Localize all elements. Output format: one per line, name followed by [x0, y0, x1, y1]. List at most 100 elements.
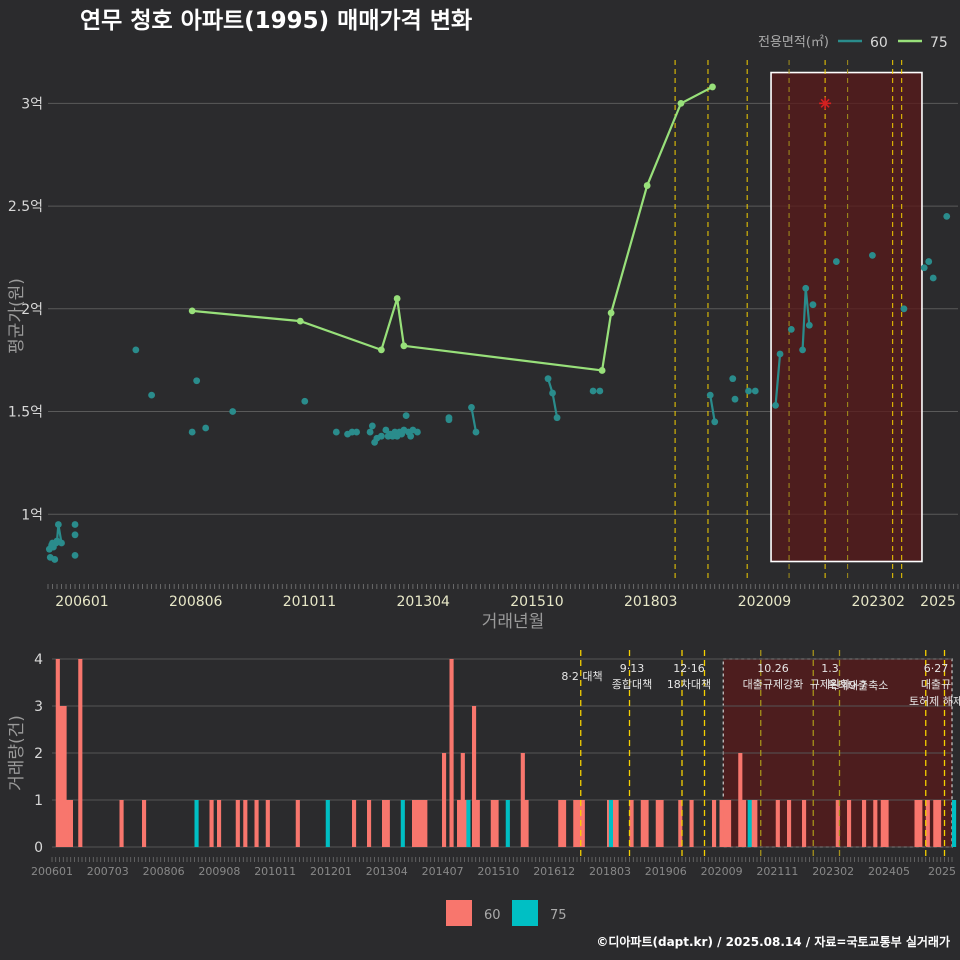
- policy-annotation: 토허제 해제: [909, 694, 960, 708]
- bar-60: [254, 800, 259, 847]
- x-tick-label: 201612: [533, 865, 575, 878]
- legend-title: 전용면적(㎡): [758, 35, 829, 50]
- series-60-point: [943, 212, 951, 220]
- policy-annotation: 8·2 대책: [561, 670, 602, 683]
- bar-75: [194, 800, 199, 847]
- x-tick-label: 201201: [310, 865, 352, 878]
- series-60-point: [414, 428, 421, 436]
- x-tick-label: 201407: [422, 865, 464, 878]
- y-axis-label: 평균가(원): [7, 278, 27, 354]
- top-legend: 전용면적(㎡) 60 75: [758, 35, 948, 51]
- series-60-point: [445, 416, 453, 424]
- y-tick-label: 1: [34, 793, 43, 809]
- bar-60: [802, 800, 807, 847]
- bar-60: [419, 800, 424, 847]
- series-75-point: [188, 307, 196, 315]
- legend-label-60: 60: [870, 35, 888, 51]
- series-60-point: [71, 551, 79, 559]
- bar-60: [914, 800, 919, 847]
- series-75-point: [607, 309, 615, 317]
- bottom-legend-swatch-75: [512, 900, 538, 926]
- bar-60: [78, 659, 83, 847]
- bar-60: [415, 800, 420, 847]
- policy-annotation: 특례대출축소: [828, 679, 889, 692]
- x-tick-label: 201510: [510, 594, 563, 610]
- bar-60: [460, 753, 465, 847]
- series-60-point: [58, 539, 65, 547]
- series-60-point: [193, 377, 201, 385]
- series-60-point: [731, 395, 739, 403]
- series-60-point: [332, 428, 340, 436]
- bar-75: [952, 800, 957, 847]
- bar-60: [382, 800, 387, 847]
- bar-60: [727, 800, 732, 847]
- bar-60: [494, 800, 499, 847]
- bar-60: [655, 800, 660, 847]
- y-tick-label: 3: [34, 699, 43, 715]
- x-tick-label: 201803: [589, 865, 631, 878]
- bar-60: [614, 800, 619, 847]
- policy-annotation: 1.3: [821, 662, 839, 675]
- bar-60: [472, 706, 477, 847]
- red-star-marker: [819, 97, 832, 110]
- bar-75: [608, 800, 613, 847]
- series-60-point: [787, 325, 795, 333]
- bar-60: [475, 800, 480, 847]
- series-75-point: [598, 367, 606, 374]
- x-tick-label: 200703: [87, 865, 129, 878]
- x-tick-label: 202302: [852, 594, 905, 610]
- bar-60: [562, 800, 567, 847]
- bar-60: [442, 753, 447, 847]
- policy-annotation: 12·16: [673, 662, 705, 675]
- x-tick-label: 2025: [928, 865, 956, 878]
- y-tick-label: 2: [34, 746, 43, 762]
- series-60-point: [832, 258, 840, 265]
- series-75-point: [296, 317, 304, 325]
- series-60-point: [596, 387, 604, 395]
- x-tick-label: 2025: [920, 594, 956, 610]
- series-60-point: [71, 521, 79, 528]
- bar-60: [295, 800, 300, 847]
- bar-60: [873, 800, 878, 847]
- series-60-point: [188, 428, 196, 436]
- bar-60: [723, 800, 728, 847]
- x-tick-label: 200806: [169, 594, 223, 610]
- bar-60: [385, 800, 390, 847]
- series-60-point: [377, 432, 385, 440]
- bottom-legend-label-60: 60: [484, 908, 501, 923]
- bar-60: [209, 800, 214, 847]
- series-60-line: [774, 353, 782, 406]
- bar-60: [62, 706, 67, 847]
- series-60-point: [54, 521, 62, 528]
- x-tick-label: 202009: [738, 594, 791, 610]
- bar-60: [142, 800, 147, 847]
- bar-60: [520, 753, 525, 847]
- bar-60: [918, 800, 923, 847]
- series-60-point: [920, 264, 928, 272]
- bar-60: [265, 800, 270, 847]
- series-60-point: [549, 389, 556, 397]
- policy-annotation: 규제완화: [810, 678, 850, 691]
- bar-60: [65, 800, 70, 847]
- series-60-point: [51, 556, 59, 563]
- series-60-point: [402, 412, 410, 420]
- bar-60: [712, 800, 717, 847]
- bar-60: [457, 800, 462, 847]
- bar-75: [400, 800, 405, 847]
- series-60-point: [809, 301, 817, 309]
- bar-60: [738, 753, 743, 847]
- series-60-point: [382, 426, 390, 434]
- bar-75: [325, 800, 330, 847]
- bottom-legend-label-75: 75: [550, 908, 567, 923]
- x-tick-label: 200806: [143, 865, 185, 878]
- series-60-point: [544, 375, 552, 383]
- series-60-point: [472, 428, 480, 436]
- x-tick-label: 202009: [701, 865, 743, 878]
- bar-60: [640, 800, 645, 847]
- x-tick-label: 201304: [366, 865, 408, 878]
- series-75-point: [400, 342, 408, 350]
- bar-60: [719, 800, 724, 847]
- y-tick-label: 1.5억: [8, 405, 43, 421]
- bar-60: [835, 800, 840, 847]
- series-60-point: [71, 531, 79, 539]
